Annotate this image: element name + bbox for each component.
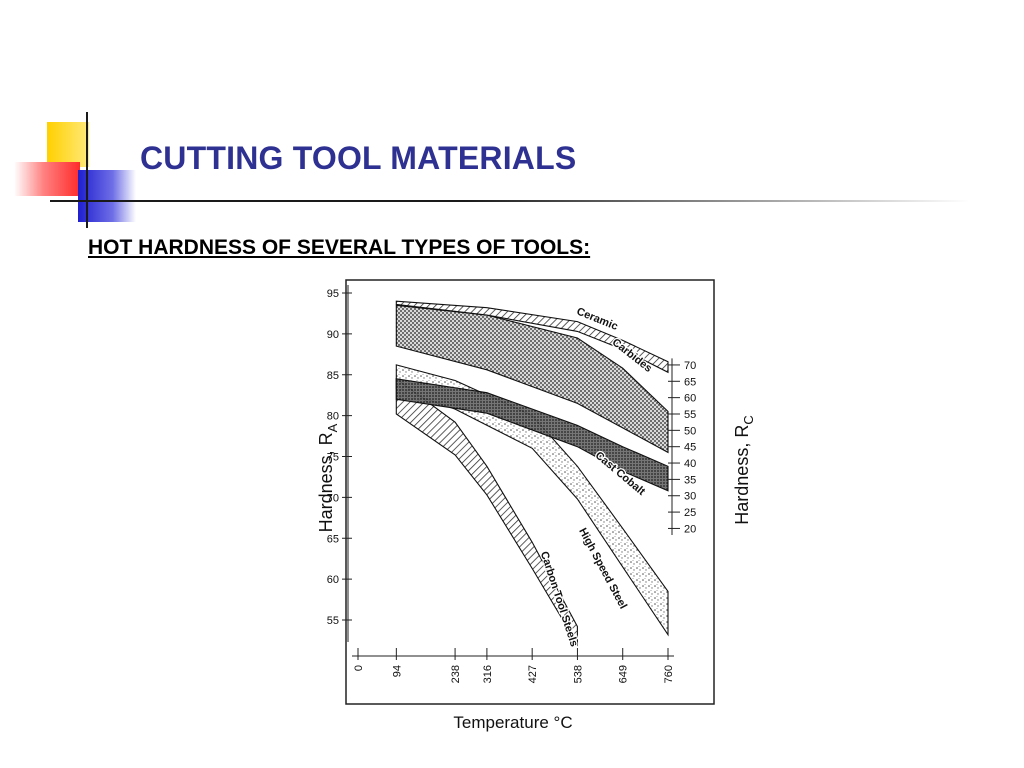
left-tick-label: 75 (327, 452, 339, 464)
right-tick-label: 60 (684, 393, 696, 405)
chart-subtitle: HOT HARDNESS OF SEVERAL TYPES OF TOOLS: (88, 236, 591, 259)
right-tick-label: 35 (684, 474, 696, 486)
band-label: Carbon Tool Steels (538, 550, 580, 648)
hot-hardness-chart: 95 90 85 80 75 70 65 60 55 70 65 60 55 50 45 40 35 30 25 20… (300, 278, 770, 738)
right-tick-label: 40 (684, 458, 696, 470)
bottom-tick-label: 316 (482, 665, 494, 683)
band-carbon-tool-steels (395, 377, 578, 647)
band-carbides (395, 304, 669, 454)
bottom-tick-label: 538 (572, 665, 584, 683)
left-tick-label: 70 (327, 492, 339, 504)
left-tick-label: 60 (327, 574, 339, 586)
right-tick-label: 20 (684, 523, 696, 535)
right-tick-label: 50 (684, 425, 696, 437)
bottom-tick-label: 94 (391, 665, 403, 677)
bottom-tick-label: 427 (527, 665, 539, 683)
left-tick-label: 90 (327, 329, 339, 341)
left-tick-label: 95 (327, 288, 339, 300)
band-cast-cobalt (395, 378, 669, 492)
chart-svg: 95 90 85 80 75 70 65 60 55 70 65 60 55 50 45 40 35 30 25 20… (316, 279, 756, 732)
left-tick-label: 65 (327, 533, 339, 545)
deco-vertical-line (86, 112, 88, 228)
left-tick-label: 80 (327, 411, 339, 423)
right-tick-label: 30 (684, 491, 696, 503)
right-tick-label: 65 (684, 376, 696, 388)
right-tick-label: 55 (684, 409, 696, 421)
left-axis-title: Hardness, RA (316, 423, 340, 532)
deco-red-bar (14, 162, 80, 196)
left-tick-label: 55 (327, 615, 339, 627)
left-tick-label: 85 (327, 370, 339, 382)
right-tick-label: 70 (684, 360, 696, 372)
right-tick-label: 45 (684, 442, 696, 454)
slide-title: CUTTING TOOL MATERIALS (140, 140, 577, 176)
bottom-tick-label: 0 (353, 665, 365, 671)
right-tick-label: 25 (684, 507, 696, 519)
x-axis-title: Temperature °C (453, 713, 572, 732)
plot-frame (345, 279, 715, 705)
bottom-tick-label: 760 (663, 665, 675, 683)
deco-yellow-square (47, 122, 89, 167)
bottom-tick-label: 238 (450, 665, 462, 683)
band-ceramic (395, 300, 669, 374)
right-axis-title-subscript: C (741, 415, 756, 424)
bottom-tick-label: 649 (618, 665, 630, 683)
deco-horizontal-line (50, 200, 970, 202)
left-axis-title-subscript: A (325, 423, 340, 432)
right-axis-title: Hardness, RC (732, 415, 756, 524)
